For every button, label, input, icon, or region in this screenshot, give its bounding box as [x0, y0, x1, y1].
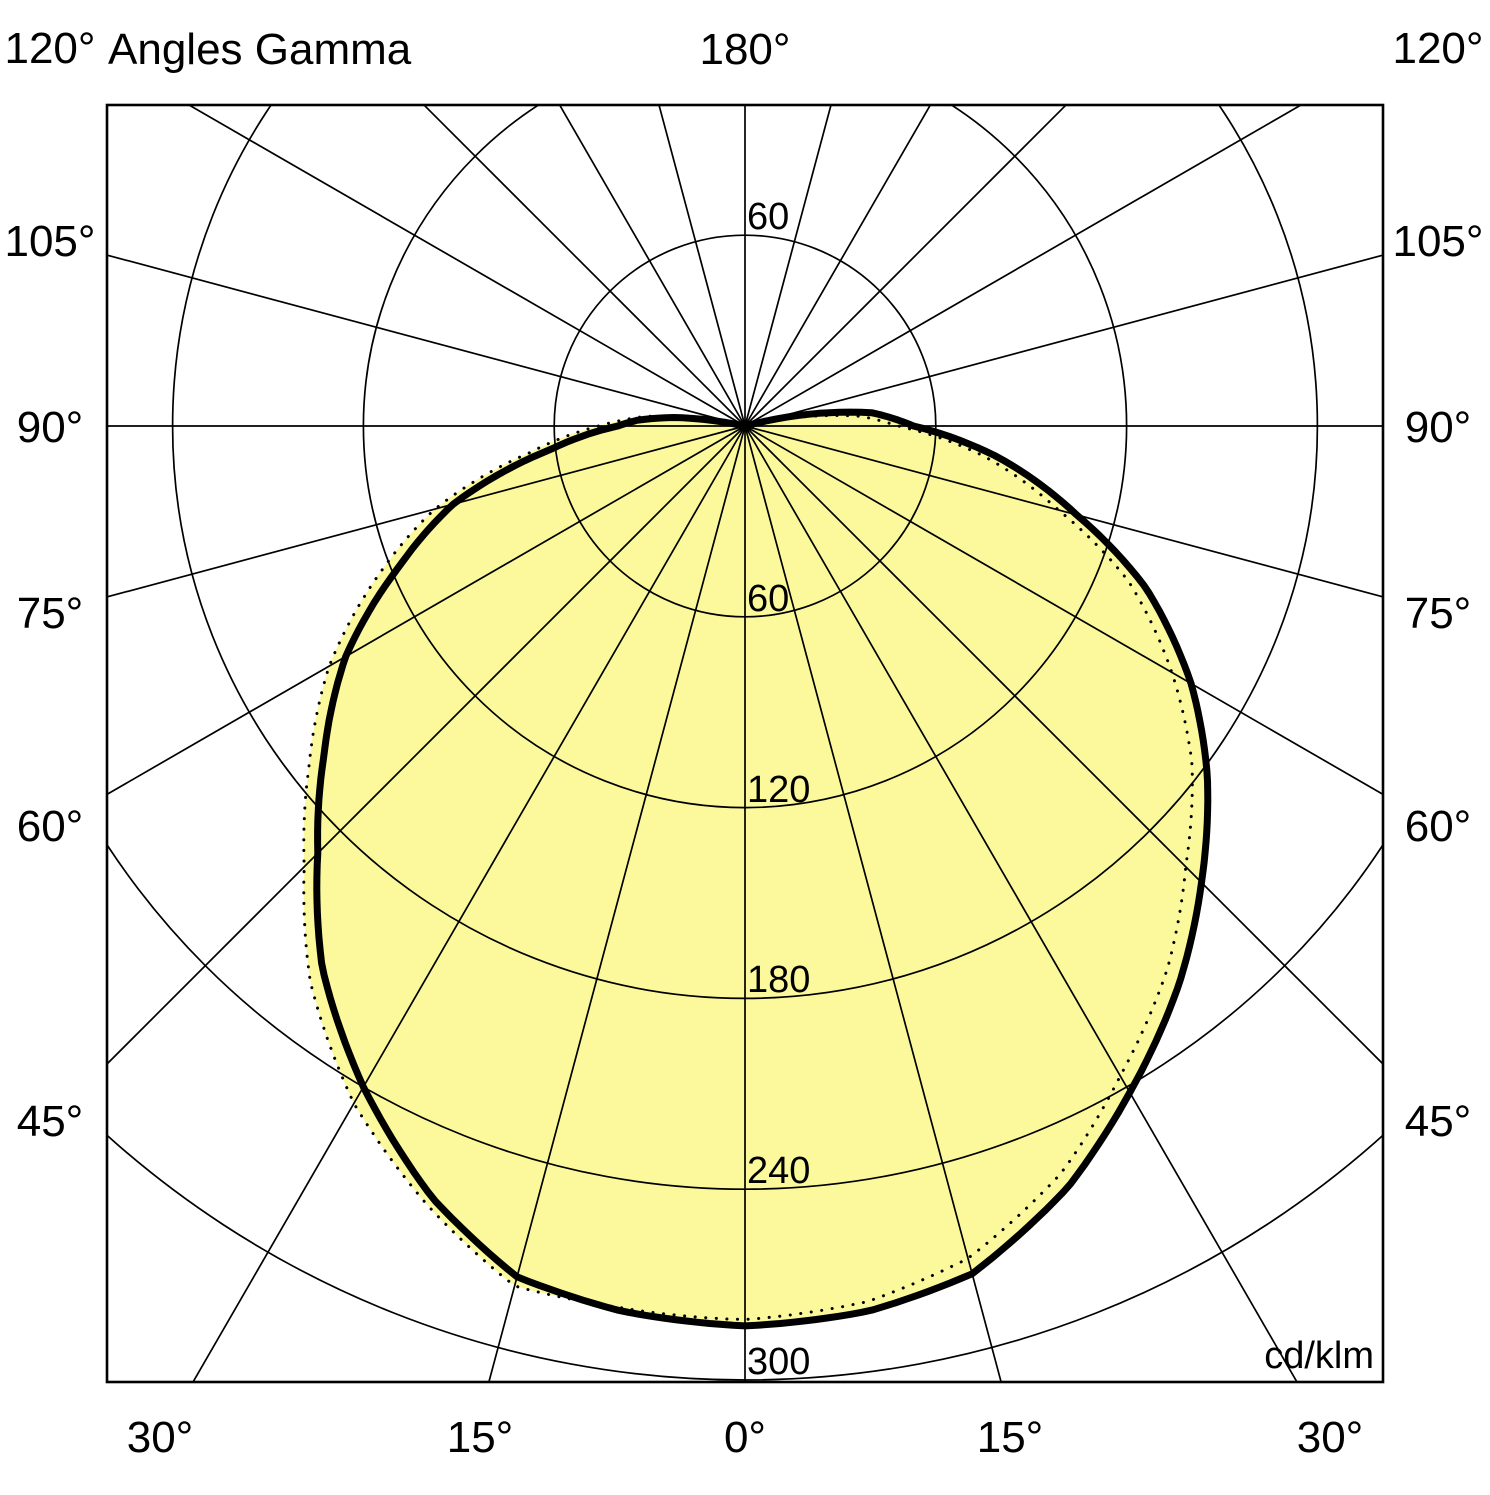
grid-ray [187, 105, 746, 427]
grid-ray [744, 105, 1303, 427]
grid-ray [107, 254, 746, 427]
grid-ray [658, 105, 746, 427]
ring-value-label: 60 [747, 578, 789, 620]
gamma-label-right: 75° [1405, 589, 1472, 638]
grid-ray [422, 105, 746, 427]
grid-ray [744, 425, 1383, 1066]
grid-ray [744, 105, 932, 427]
gamma-label-left: 60° [17, 802, 84, 851]
gamma-label-bottom: 30° [127, 1413, 194, 1462]
ring-value-label: 300 [747, 1341, 810, 1383]
ring-value-label: 180 [747, 959, 810, 1001]
grid-ray [744, 425, 1383, 598]
solid-intensity-curve [313, 408, 1212, 1330]
grid-ray [744, 105, 1068, 427]
gamma-label-left: 90° [17, 403, 84, 452]
grid-ray [744, 425, 1383, 796]
grid-ray [558, 105, 746, 427]
gamma-label-left: 120° [4, 24, 95, 73]
grid-ray [107, 425, 746, 598]
unit-label: cd/klm [1264, 1335, 1374, 1377]
gamma-label-bottom: 30° [1297, 1413, 1364, 1462]
grid-ray [744, 425, 1003, 1382]
grid-ray [487, 425, 746, 1382]
grid-ray [744, 254, 1383, 427]
gamma-label-bottom: 15° [977, 1413, 1044, 1462]
gamma-label-right: 45° [1405, 1097, 1472, 1146]
chart-title: Angles Gamma [108, 25, 412, 74]
ring-value-label: 240 [747, 1150, 810, 1192]
grid-ray [107, 425, 746, 1066]
ring-value-label: 120 [747, 769, 810, 811]
gamma-label-bottom: 0° [724, 1413, 766, 1462]
gamma-label-left: 75° [17, 589, 84, 638]
gamma-label-top: 180° [699, 25, 790, 74]
gamma-label-right: 120° [1392, 24, 1483, 73]
gamma-label-right: 60° [1405, 802, 1472, 851]
grid-ray [107, 425, 746, 796]
gamma-label-bottom: 15° [447, 1413, 514, 1462]
gamma-label-right: 105° [1392, 217, 1483, 266]
grid-ray [192, 425, 746, 1382]
grid-ray [744, 105, 832, 427]
ring-value-label: 60 [747, 196, 789, 238]
gamma-label-right: 90° [1405, 403, 1472, 452]
grid-ray [744, 425, 1298, 1382]
plot-border [105, 103, 1385, 1384]
gamma-label-left: 105° [4, 217, 95, 266]
gamma-label-left: 45° [17, 1097, 84, 1146]
